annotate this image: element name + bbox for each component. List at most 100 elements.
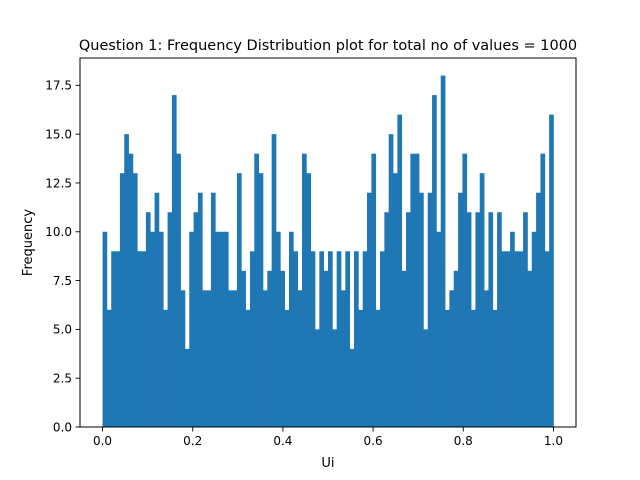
histogram-bar [219,231,225,427]
x-axis-ticks: 0.0 0.2 0.4 0.6 0.8 1.0 [93,427,563,448]
y-tick-label: 12.5 [45,176,72,190]
histogram-bar [262,290,268,427]
y-tick-label: 10.0 [45,225,72,239]
histogram-bar [284,309,290,427]
histogram-bar [280,270,285,427]
histogram-bar [466,212,472,427]
y-tick-label: 0.0 [53,420,72,434]
histogram-bar [180,290,186,427]
histogram-bar [449,290,455,427]
histogram-bar [137,251,142,427]
histogram-bar [544,251,550,427]
x-tick-label: 0.2 [183,434,202,448]
histogram-bar [111,251,116,427]
histogram-bar [323,270,329,427]
histogram-bar [124,134,129,427]
histogram-bar [380,251,385,427]
histogram-bar [354,251,359,427]
histogram-bar [362,251,368,427]
histogram-bar [540,153,546,427]
histogram-bar [223,231,229,427]
histogram-bar [102,231,108,427]
histogram-bar [189,231,194,427]
y-tick-label: 15.0 [45,127,72,141]
histogram-bar [106,309,112,427]
histogram-bar [484,290,489,427]
y-tick-label: 2.5 [53,371,72,385]
histogram-bar [531,231,537,427]
histogram-bar [358,309,364,427]
histogram-bar [167,212,173,427]
histogram-bar [271,134,277,427]
histogram-bar [432,95,437,427]
histogram-bar [319,251,325,427]
histogram-bar [401,270,407,427]
x-axis-label: Ui [321,456,334,471]
histogram-bar [514,251,520,427]
histogram-bar [328,251,333,427]
histogram-bar [336,251,342,427]
histogram-bar [236,173,242,427]
histogram-bar [215,231,220,427]
histogram-bars [102,75,554,428]
histogram-bar [527,270,533,427]
plot-frame [79,57,577,428]
histogram-bar [306,173,312,427]
histogram-bar [232,290,238,427]
histogram-bar [176,153,181,427]
histogram-bar [258,173,264,427]
histogram-bar [128,153,134,427]
histogram-bar [158,231,164,427]
histogram-bar [510,231,515,427]
histogram-bar [427,192,433,427]
histogram-bar [440,75,446,428]
histogram-bar [497,212,502,427]
y-tick-label: 5.0 [53,323,72,337]
histogram-bar [458,192,463,427]
histogram-bar [471,309,476,427]
histogram-bar [523,212,528,427]
histogram-bar [453,270,459,427]
histogram-bar [297,290,303,427]
histogram-bar [423,329,429,427]
histogram-bar [206,290,212,427]
x-tick-label: 1.0 [544,434,563,448]
histogram-bar [241,270,246,427]
histogram-bar [245,309,251,427]
histogram-bar [488,212,494,427]
histogram-bar [210,192,216,427]
histogram-bar [492,309,498,427]
histogram-bar [202,290,207,427]
histogram-bar [301,153,307,427]
histogram-bar [367,192,372,427]
histogram-bar [397,114,403,427]
histogram-bar [249,251,255,427]
histogram-bar [501,251,507,427]
histogram-bar [388,134,394,427]
histogram-bar [228,290,233,427]
histogram-bar [310,251,316,427]
histogram-bar [393,173,398,427]
histogram-bar [193,212,199,427]
histogram-bar [505,251,511,427]
histogram-bar [436,231,442,427]
x-tick-label: 0.8 [454,434,473,448]
histogram-bar [132,173,138,427]
histogram-bar [475,212,481,427]
histogram-bar [314,329,320,427]
histogram-bar [141,251,147,427]
y-axis-label: Frequency [21,209,36,276]
histogram-bar [479,173,485,427]
histogram-bar [288,231,294,427]
histogram-bar [349,348,355,427]
histogram-bar [341,290,346,427]
x-tick-label: 0.6 [364,434,383,448]
histogram-bar [115,251,121,427]
histogram-bar [119,173,125,427]
y-tick-label: 17.5 [45,79,72,93]
y-axis-ticks: 0.0 2.5 5.0 7.5 10.0 12.5 15.0 17.5 [45,79,80,434]
histogram-bar [145,212,151,427]
histogram-bar [384,212,390,427]
histogram-bar [293,251,299,427]
